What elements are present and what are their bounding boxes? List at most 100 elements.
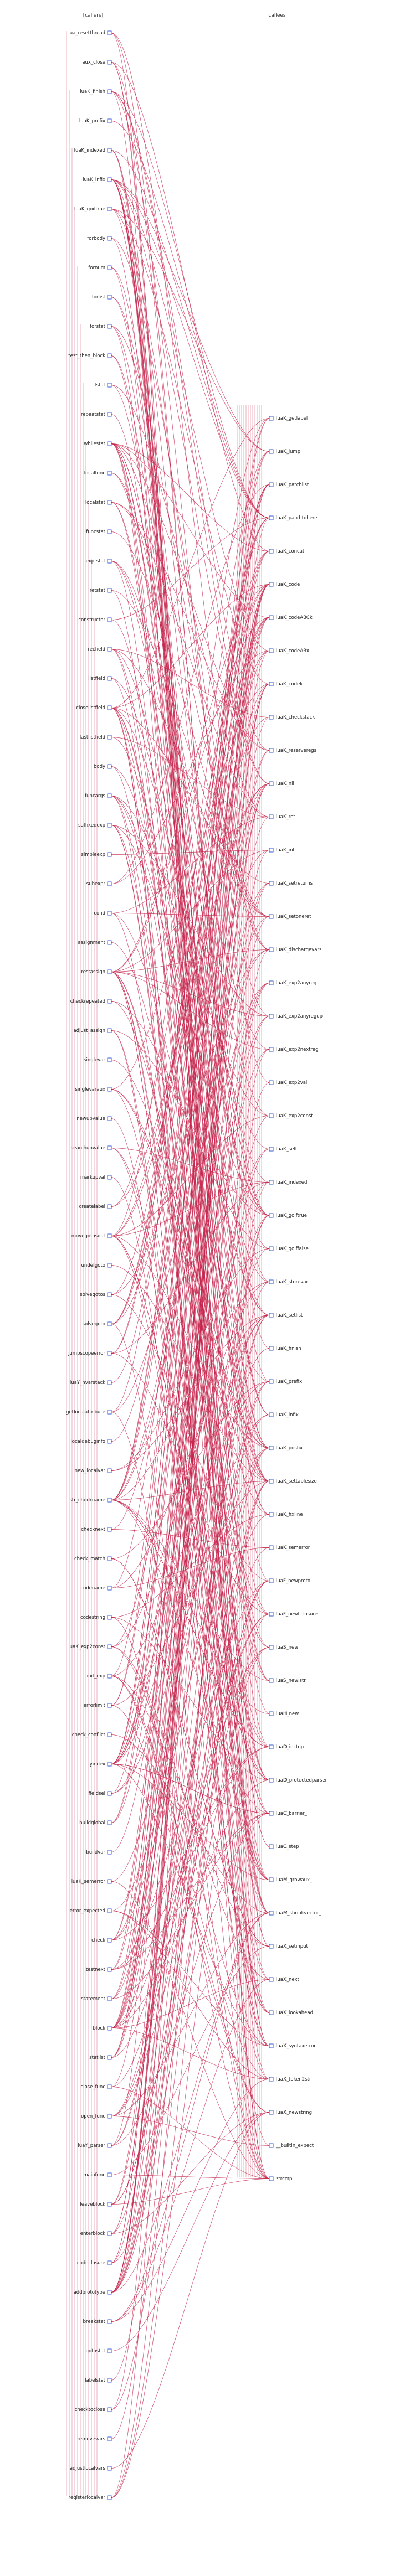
caller-node-simpleexp[interactable]: simpleexp [81,852,112,858]
caller-node-singlevaraux[interactable]: singlevaraux [75,1087,112,1092]
caller-node-funcargs[interactable]: funcargs [85,793,112,799]
caller-node-new-localvar[interactable]: new_localvar [75,1468,112,1474]
caller-node-open-func[interactable]: open_func [81,2114,112,2119]
callee-node-luak-int[interactable]: luaK_int [269,848,295,853]
callee-node-luak-ret[interactable]: luaK_ret [269,814,295,820]
callee-node-luad-protectedparser[interactable]: luaD_protectedparser [269,1778,328,1783]
callee-node-luak-checkstack[interactable]: luaK_checkstack [269,715,315,720]
caller-node-removevars[interactable]: removevars [78,2436,112,2442]
caller-node-ifstat[interactable]: ifstat [93,383,112,388]
callee-node-luax-setinput[interactable]: luaX_setinput [269,1944,309,1949]
callee-node-luak-exp2anyregup[interactable]: luaK_exp2anyregup [269,1014,323,1019]
caller-node-registerlocalvar[interactable]: registerlocalvar [69,2495,112,2501]
caller-node-singlevar[interactable]: singlevar [84,1057,112,1063]
callee-node-luak-patchtohere[interactable]: luaK_patchtohere [269,515,317,521]
caller-node-whilestat[interactable]: whilestat [84,441,112,447]
callee-node-luak-semerror[interactable]: luaK_semerror [269,1545,310,1551]
callee-node-luak-codeabx[interactable]: luaK_codeABx [269,648,309,654]
caller-node-retstat[interactable]: retstat [90,588,112,593]
callee-node-luak-exp2const[interactable]: luaK_exp2const [269,1113,313,1119]
callee-node-luax-syntaxerror[interactable]: luaX_syntaxerror [269,2043,316,2049]
caller-node-aux-close[interactable]: aux_close [82,60,112,65]
caller-node-luak-infix[interactable]: luaK_infix [83,177,112,183]
caller-node-luak-indexed[interactable]: luaK_indexed [74,148,112,153]
callee-node-luak-exp2anyreg[interactable]: luaK_exp2anyreg [269,980,316,986]
caller-node-solvegotos[interactable]: solvegotos [80,1292,112,1298]
caller-node-check-conflict[interactable]: check_conflict [72,1732,112,1738]
callee-node-luak-goiffalse[interactable]: luaK_goiffalse [269,1246,309,1252]
caller-node-str-checkname[interactable]: str_checkname [70,1498,112,1503]
callee-node-luak-posfix[interactable]: luaK_posfix [269,1446,303,1451]
caller-node-fieldsel[interactable]: fieldsel [89,1791,112,1797]
callee-node-luax-token2str[interactable]: luaX_token2str [269,2077,311,2082]
callee-node-luak-prefix[interactable]: luaK_prefix [269,1379,302,1385]
caller-node-luak-goiftrue[interactable]: luaK_goiftrue [74,207,112,212]
callee-node-luak-goiftrue[interactable]: luaK_goiftrue [269,1213,307,1219]
callee-node-strcmp[interactable]: strcmp [269,2176,292,2182]
caller-node-checktoclose[interactable]: checktoclose [75,2407,112,2413]
callee-node-builtin-expect[interactable]: __builtin_expect [269,2143,314,2149]
caller-node-buildglobal[interactable]: buildglobal [79,1820,112,1826]
caller-node-subexpr[interactable]: subexpr [86,881,112,887]
callee-node-luad-inctop[interactable]: luaD_inctop [269,1744,304,1750]
callee-node-luas-new[interactable]: luaS_new [269,1645,298,1650]
caller-node-lua-resetthread[interactable]: lua_resetthread [68,30,112,36]
caller-node-forstat[interactable]: forstat [90,324,112,329]
caller-node-assignment[interactable]: assignment [78,940,112,946]
caller-node-recfield[interactable]: recfield [88,647,112,652]
caller-node-jumpscopeerror[interactable]: jumpscopeerror [68,1351,112,1356]
caller-node-localdebuginfo[interactable]: localdebuginfo [70,1439,112,1444]
callee-node-luak-setlist[interactable]: luaK_setlist [269,1313,303,1318]
caller-node-listfield[interactable]: listfield [88,676,112,682]
caller-node-repeatstat[interactable]: repeatstat [81,412,112,417]
caller-node-statement[interactable]: statement [81,1996,112,2002]
caller-node-luak-prefix[interactable]: luaK_prefix [79,118,112,124]
callee-node-luaf-newproto[interactable]: luaF_newproto [269,1578,310,1584]
callee-node-luak-exp2val[interactable]: luaK_exp2val [269,1080,307,1086]
caller-node-createlabel[interactable]: createlabel [79,1204,112,1210]
caller-node-suffixedexp[interactable]: suffixedexp [78,823,112,828]
callee-node-luak-dischargevars[interactable]: luaK_dischargevars [269,947,322,953]
caller-node-movegotosout[interactable]: movegotosout [71,1233,112,1239]
caller-node-codestring[interactable]: codestring [80,1615,112,1620]
callee-node-luam-shrinkvector[interactable]: luaM_shrinkvector_ [269,1911,321,1916]
callee-node-luak-infix[interactable]: luaK_infix [269,1412,299,1418]
caller-node-fornum[interactable]: fornum [88,265,112,271]
caller-node-forbody[interactable]: forbody [87,236,112,241]
caller-node-lastlistfield[interactable]: lastlistfield [80,735,112,740]
callee-node-luak-finish[interactable]: luaK_finish [269,1346,301,1351]
caller-node-closelistfield[interactable]: closelistfield [76,705,112,711]
callee-node-luak-jump[interactable]: luaK_jump [269,449,300,455]
caller-node-addprototype[interactable]: addprototype [74,2290,112,2295]
caller-node-cond[interactable]: cond [94,911,112,916]
callee-node-luak-nil[interactable]: luaK_nil [269,781,294,787]
caller-node-luay-nvarstack[interactable]: luaY_nvarstack [70,1380,112,1386]
callee-node-luak-codek[interactable]: luaK_codek [269,682,303,687]
caller-node-solvegoto[interactable]: solvegoto [83,1321,112,1327]
caller-node-checknext[interactable]: checknext [81,1527,112,1532]
caller-node-mainfunc[interactable]: mainfunc [83,2172,112,2178]
caller-node-forlist[interactable]: forlist [92,295,112,300]
caller-node-testnext[interactable]: testnext [86,1967,112,1973]
caller-node-markupval[interactable]: markupval [80,1175,112,1180]
caller-node-check-match[interactable]: check_match [74,1556,112,1562]
callee-node-luak-setoneret[interactable]: luaK_setoneret [269,914,311,920]
caller-node-check[interactable]: check [91,1938,112,1943]
caller-node-restassign[interactable]: restassign [81,969,112,975]
caller-node-labelstat[interactable]: labelstat [85,2378,112,2383]
caller-node-localfunc[interactable]: localfunc [84,471,112,476]
callee-node-luax-lookahead[interactable]: luaX_lookahead [269,2010,313,2016]
caller-node-error-expected[interactable]: error_expected [70,1908,112,1914]
caller-node-adjustlocalvars[interactable]: adjustlocalvars [70,2466,112,2471]
callee-node-luak-patchlist[interactable]: luaK_patchlist [269,482,309,488]
caller-node-luak-finish[interactable]: luaK_finish [80,89,112,95]
callee-node-luah-new[interactable]: luaH_new [269,1711,299,1717]
caller-node-funcstat[interactable]: funcstat [86,529,112,535]
callee-node-luak-exp2nextreg[interactable]: luaK_exp2nextreg [269,1047,318,1052]
caller-node-searchupvalue[interactable]: searchupvalue [71,1145,112,1151]
callee-node-luak-setreturns[interactable]: luaK_setreturns [269,881,313,886]
caller-node-localstat[interactable]: localstat [85,500,112,505]
caller-node-undefgoto[interactable]: undefgoto [81,1263,112,1268]
callee-node-luak-concat[interactable]: luaK_concat [269,549,305,554]
caller-node-luay-parser[interactable]: luaY_parser [78,2143,112,2149]
